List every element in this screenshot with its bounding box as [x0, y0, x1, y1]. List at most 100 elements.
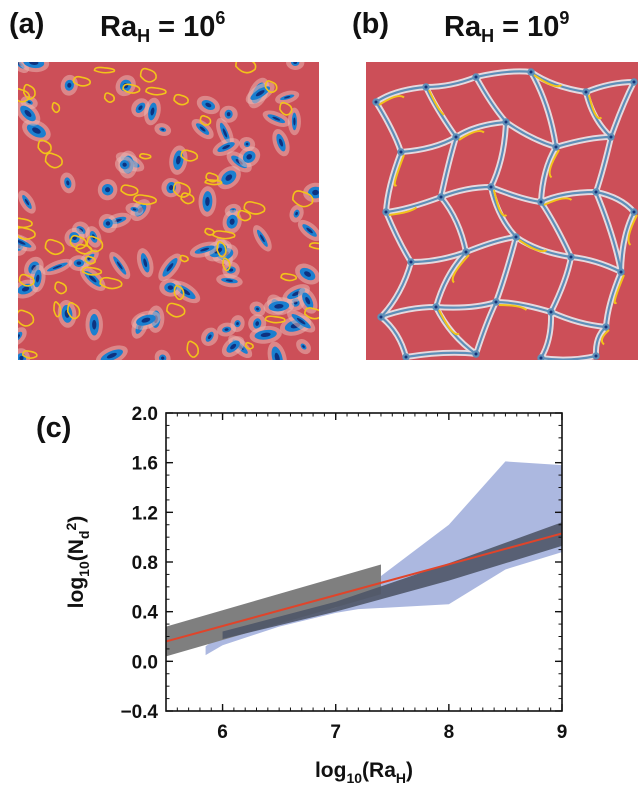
plume-junction	[592, 188, 600, 196]
plume-core	[306, 227, 313, 234]
plume-sheet	[384, 195, 443, 214]
plume-core	[225, 279, 234, 282]
plume-core	[88, 275, 97, 283]
plume-core	[67, 82, 72, 88]
plume-core	[66, 180, 70, 186]
contour	[237, 209, 252, 222]
contour	[86, 235, 104, 253]
plume-sheet	[439, 195, 468, 254]
contour	[388, 206, 418, 216]
plume-core	[230, 343, 237, 350]
contour	[280, 272, 298, 282]
plume-core	[76, 261, 82, 265]
plume-core	[228, 268, 234, 272]
plume-sheet	[424, 75, 478, 89]
contour	[304, 307, 319, 320]
plume-junction	[462, 248, 470, 256]
plume-core	[167, 285, 174, 290]
plume-core	[292, 291, 301, 297]
plume-sheet	[404, 351, 478, 359]
contour	[84, 255, 96, 265]
plume-sheet	[494, 300, 553, 314]
plume-sheet	[584, 90, 613, 139]
plume-sheet	[424, 85, 458, 139]
contour	[44, 152, 63, 169]
plume-sheet	[609, 80, 636, 139]
contour	[308, 242, 319, 250]
contour	[139, 153, 152, 160]
plume-core	[293, 62, 298, 65]
contour	[53, 300, 62, 318]
plume-junction	[472, 350, 480, 358]
plume-core	[161, 128, 165, 131]
plume-junction	[537, 354, 545, 360]
plume-core	[141, 317, 151, 323]
panel-b-title-eq: = 10	[494, 11, 560, 43]
plume-core	[116, 261, 123, 270]
y-tick-label: 1.2	[132, 503, 158, 524]
plume-core	[132, 208, 137, 211]
plume-sheet	[379, 305, 438, 319]
contour	[18, 88, 31, 103]
contour	[172, 181, 191, 198]
contour	[173, 284, 185, 301]
y-tick-label: 2.0	[132, 404, 158, 425]
scaling-chart: 6 7 8 9 −0.4 0.0 0.4 0.8 1.2 1.6 2.0 log10(RaH) lo…	[63, 404, 567, 786]
plume-sheet	[594, 190, 623, 274]
contour	[22, 350, 38, 359]
contour	[378, 95, 405, 106]
plume-core	[278, 138, 284, 147]
plume-junction	[472, 73, 480, 81]
panel-b-title-sub: H	[481, 26, 495, 46]
contour	[264, 315, 286, 324]
plume-sheet	[409, 250, 468, 264]
contour	[67, 301, 81, 320]
plume-core	[226, 112, 231, 117]
plume-sheet	[594, 135, 613, 194]
x-axis-title: log10(RaH)	[315, 759, 413, 786]
contour	[18, 226, 36, 240]
plume-core	[105, 187, 111, 193]
plume-junction	[552, 143, 560, 151]
panel-a-title-sub: H	[137, 26, 151, 46]
plume-sheet	[434, 300, 498, 309]
contour	[279, 101, 293, 116]
panel-b-title-exp: 9	[559, 8, 570, 28]
plume-sheet	[474, 75, 508, 124]
contour	[72, 75, 91, 87]
panel-a-label: (a)	[9, 8, 45, 40]
plume-core	[106, 352, 117, 359]
contour	[204, 179, 223, 186]
y-tick-label: −0.4	[120, 702, 158, 723]
plume-junction	[547, 308, 555, 316]
contour	[588, 94, 603, 120]
plume-junction	[452, 133, 460, 141]
plume-sheet	[474, 70, 533, 79]
plume-sheet	[539, 354, 598, 360]
plume-core	[29, 62, 39, 66]
contour	[51, 101, 61, 114]
plume-junction	[592, 352, 600, 360]
plume-junction	[617, 268, 625, 276]
plume-junction	[487, 183, 495, 191]
plume-junction	[372, 98, 380, 106]
y-tick-label: 1.6	[132, 454, 158, 475]
panel-b-field-image	[366, 62, 638, 360]
plume-core	[274, 303, 284, 309]
plume-sheet	[569, 255, 623, 274]
plume-junction	[537, 198, 545, 206]
plume-core	[18, 239, 26, 245]
contour	[438, 309, 460, 336]
contour	[81, 266, 103, 276]
contour	[613, 274, 625, 305]
plume-junction	[422, 83, 430, 91]
plume-core	[304, 271, 312, 277]
plume-junction	[492, 298, 500, 306]
plume-core	[305, 296, 311, 305]
contour	[179, 254, 189, 263]
contour	[627, 214, 638, 246]
plume-sheet	[379, 260, 413, 319]
contour	[122, 83, 141, 94]
contour	[103, 92, 115, 103]
plume-sheet	[619, 210, 636, 274]
